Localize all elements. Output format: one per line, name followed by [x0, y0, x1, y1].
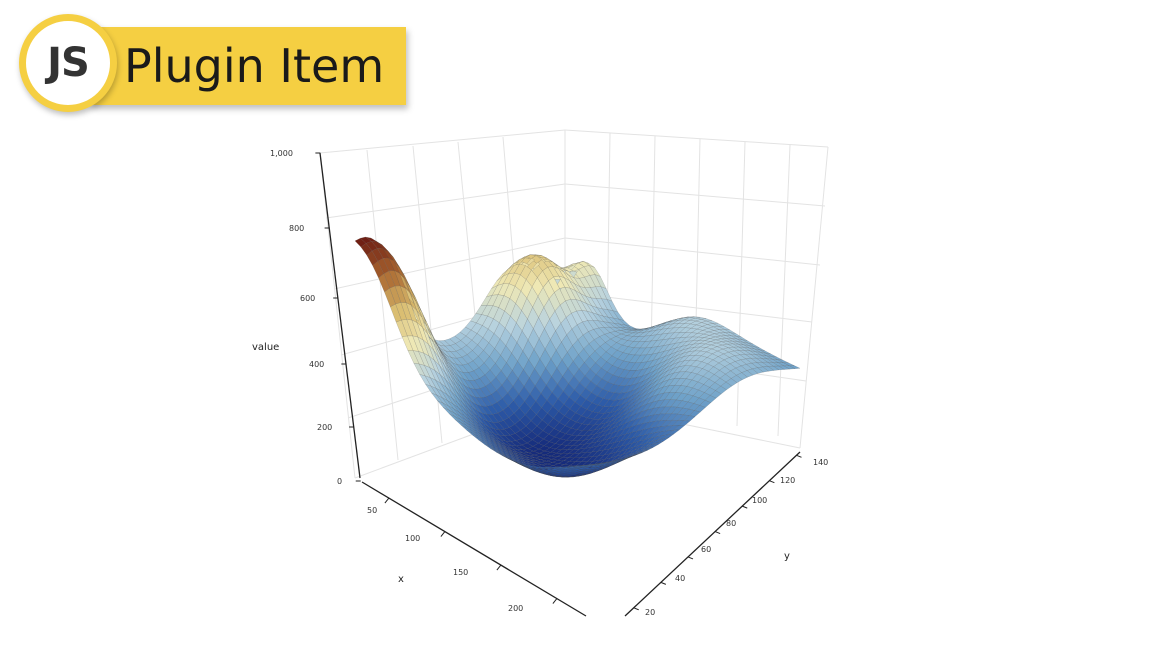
y-tick-mark: [660, 581, 667, 585]
z-axis-title: value: [252, 342, 279, 353]
js-logo-text: JS: [47, 40, 90, 86]
y-tick-label: 60: [701, 545, 711, 554]
x-tick-label: 100: [405, 534, 420, 543]
x-tick-mark: [440, 531, 446, 537]
y-tick-mark: [633, 607, 639, 611]
z-tick-label: 400: [309, 360, 324, 369]
badge-title: Plugin Item: [124, 39, 385, 93]
x-tick-label: 150: [453, 568, 468, 577]
y-tick-label: 20: [645, 608, 655, 617]
z-tick-label: 1,000: [270, 149, 293, 158]
y-tick-label: 80: [726, 519, 736, 528]
z-tick-label: 200: [317, 423, 332, 432]
badge-bar: [90, 27, 406, 105]
z-tick-label: 800: [289, 224, 304, 233]
y-axis-title: y: [784, 551, 790, 562]
y-tick-mark: [687, 556, 694, 560]
x-tick-label: 200: [508, 604, 523, 613]
z-tick-label: 0: [337, 477, 342, 486]
x-axis-title: x: [398, 574, 404, 585]
surface-cell: [354, 238, 367, 248]
y-axis-ticks: 20 40 60 80 100 120 140: [645, 458, 828, 617]
z-axis-ticks: 0 200 400 600 800 1,000: [270, 149, 342, 486]
y-tick-label: 140: [813, 458, 828, 467]
x-tick-mark: [384, 497, 390, 504]
y-axis-line: [624, 451, 801, 617]
x-tick-mark: [496, 564, 502, 571]
y-tick-mark: [769, 480, 775, 484]
plugin-badge: JS Plugin Item: [0, 0, 420, 130]
y-tick-mark: [796, 454, 802, 458]
y-tick-mark: [714, 531, 721, 535]
z-axis-line: [319, 152, 361, 479]
y-tick-mark: [742, 505, 748, 509]
y-tick-label: 100: [752, 496, 767, 505]
z-tick-label: 600: [300, 294, 315, 303]
x-tick-mark: [552, 598, 558, 604]
chart-axes: [319, 152, 801, 617]
tick-marks: [315, 152, 802, 611]
x-tick-label: 50: [367, 506, 377, 515]
surface-mesh: [354, 236, 801, 478]
x-axis-line: [361, 481, 587, 617]
x-axis-ticks: 50 100 150 200: [367, 506, 523, 613]
y-tick-label: 40: [675, 574, 685, 583]
y-tick-label: 120: [780, 476, 795, 485]
js-logo-icon: JS: [19, 14, 117, 112]
